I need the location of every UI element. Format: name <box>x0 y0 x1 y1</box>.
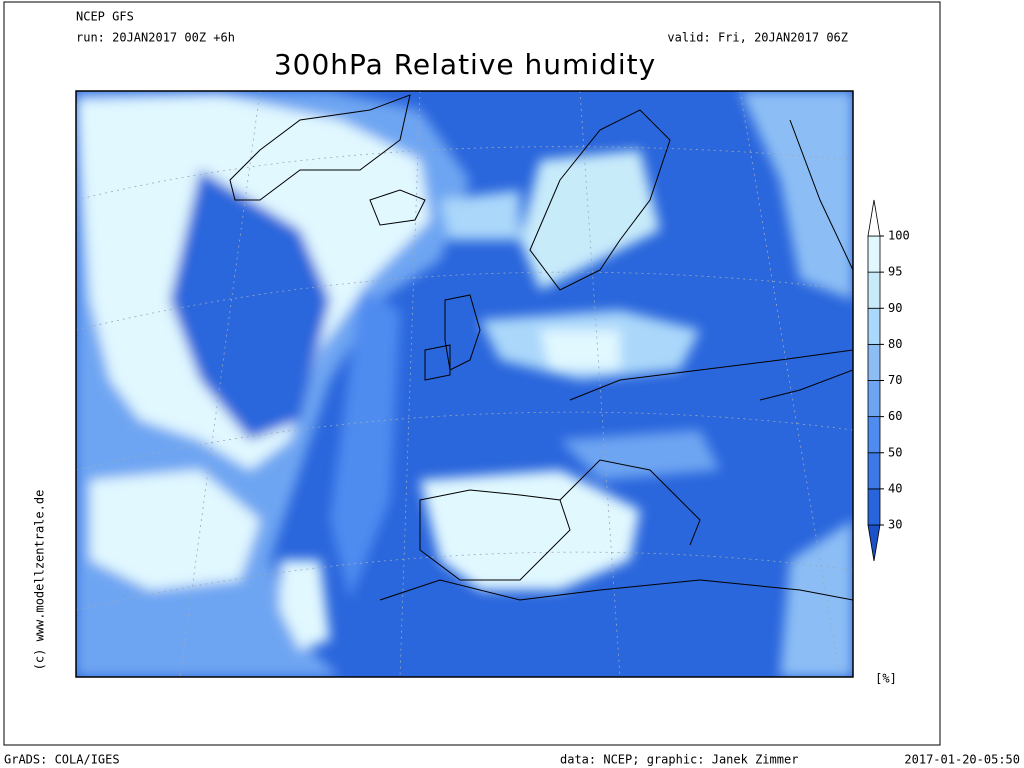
colorbar-segment <box>867 416 881 454</box>
colorbar-label: 30 <box>888 518 902 532</box>
colorbar-high-triangle <box>867 199 881 237</box>
colorbar-label: 50 <box>888 445 902 459</box>
colorbar-segment <box>867 380 881 418</box>
colorbar-segment <box>867 488 881 526</box>
colorbar-label: 80 <box>888 337 902 351</box>
colorbar: 30 40 50 60 70 80 90 95 100 <box>867 199 910 562</box>
unit-label: [%] <box>875 672 897 686</box>
colorbar-segment <box>867 343 881 381</box>
timestamp: 2017-01-20-05:50 <box>904 753 1020 767</box>
source-credit: data: NCEP; graphic: Janek Zimmer <box>560 753 798 767</box>
colorbar-segment <box>867 452 881 490</box>
colorbar-label: 90 <box>888 301 902 315</box>
colorbar-segment <box>867 271 881 309</box>
map-title: 300hPa Relative humidity <box>274 48 656 81</box>
colorbar-label: 60 <box>888 409 902 423</box>
run-info: run: 20JAN2017 00Z +6h <box>76 31 235 45</box>
colorbar-low-triangle <box>867 524 881 562</box>
valid-info: valid: Fri, 20JAN2017 06Z <box>667 31 848 45</box>
colorbar-label: 40 <box>888 481 902 495</box>
software-credit: GrADS: COLA/IGES <box>4 753 120 767</box>
model-name: NCEP GFS <box>76 10 134 24</box>
map-frame <box>75 90 854 678</box>
colorbar-label: 95 <box>888 265 902 279</box>
humidity-map <box>76 91 853 677</box>
colorbar-label: 70 <box>888 373 902 387</box>
colorbar-segment <box>867 307 881 345</box>
copyright: (c) www.modellzentrale.de <box>33 490 47 671</box>
colorbar-label: 100 <box>888 229 910 243</box>
colorbar-segment <box>867 235 881 273</box>
page-frame <box>3 1 941 746</box>
